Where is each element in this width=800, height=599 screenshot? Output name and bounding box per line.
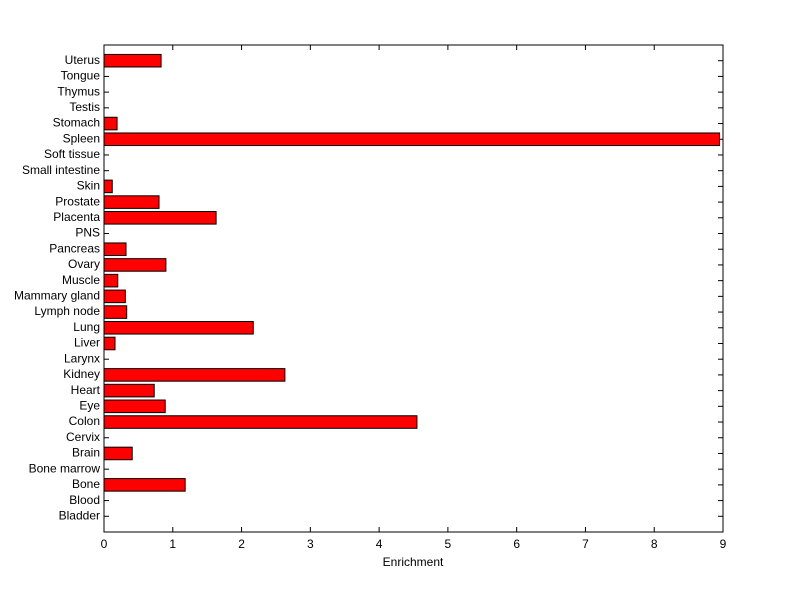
y-tick-label: Bone marrow [29, 461, 101, 475]
y-tick-label: Placenta [53, 210, 100, 224]
y-tick-label: Eye [79, 398, 100, 412]
plot-area [103, 44, 724, 533]
y-tick-label: Bladder [59, 508, 100, 522]
y-tick-label: Tongue [61, 69, 101, 83]
y-tick-label: Bone [72, 477, 100, 491]
y-tick-label: Testis [69, 100, 100, 114]
bar [103, 179, 113, 194]
y-tick-label: Soft tissue [44, 147, 100, 161]
y-tick-label: Colon [69, 414, 100, 428]
x-tick-label: 3 [307, 537, 314, 551]
y-tick-label: Skin [77, 179, 100, 193]
x-tick-label: 8 [651, 537, 658, 551]
y-tick-label: Prostate [55, 194, 100, 208]
y-tick-label: Uterus [65, 53, 100, 67]
bar [103, 116, 118, 131]
x-tick-label: 9 [720, 537, 727, 551]
y-tick-label: Kidney [63, 367, 100, 381]
y-tick-label: Cervix [66, 430, 100, 444]
y-tick-label: PNS [75, 226, 100, 240]
y-tick-label: Lung [73, 320, 100, 334]
bar [103, 195, 160, 209]
y-tick-label: Liver [74, 336, 100, 350]
bar [103, 320, 254, 335]
bar [103, 289, 126, 304]
x-tick-label: 1 [169, 537, 176, 551]
bar [103, 399, 166, 414]
y-tick-label: Heart [71, 383, 101, 397]
bar [103, 446, 133, 461]
y-tick-label: Ovary [68, 257, 100, 271]
bar [103, 415, 418, 429]
y-tick-label: Mammary gland [14, 289, 100, 303]
x-tick-label: 4 [376, 537, 383, 551]
bar [103, 368, 286, 382]
bar [103, 336, 116, 351]
x-tick-label: 2 [238, 537, 245, 551]
y-tick-label: Muscle [62, 273, 100, 287]
x-tick-label: 5 [445, 537, 452, 551]
bar [103, 478, 186, 492]
y-tick-label: Pancreas [49, 241, 100, 255]
bar [103, 242, 127, 257]
x-tick-label: 7 [582, 537, 589, 551]
bar [103, 132, 721, 147]
x-tick-label: 0 [101, 537, 108, 551]
y-tick-label: Blood [69, 493, 100, 507]
y-tick-label: Small intestine [22, 163, 100, 177]
y-tick-label: Thymus [57, 84, 100, 98]
y-tick-label: Stomach [53, 116, 100, 130]
bar [103, 53, 162, 68]
y-tick-label: Larynx [64, 351, 100, 365]
bar [103, 273, 119, 288]
bar [103, 211, 217, 225]
y-tick-label: Lymph node [34, 304, 100, 318]
bar [103, 383, 155, 398]
y-tick-label: Spleen [63, 131, 100, 145]
bar [103, 305, 128, 319]
bar [103, 258, 167, 272]
x-tick-label: 6 [513, 537, 520, 551]
x-axis-label: Enrichment [383, 555, 444, 569]
y-tick-label: Brain [72, 446, 100, 460]
